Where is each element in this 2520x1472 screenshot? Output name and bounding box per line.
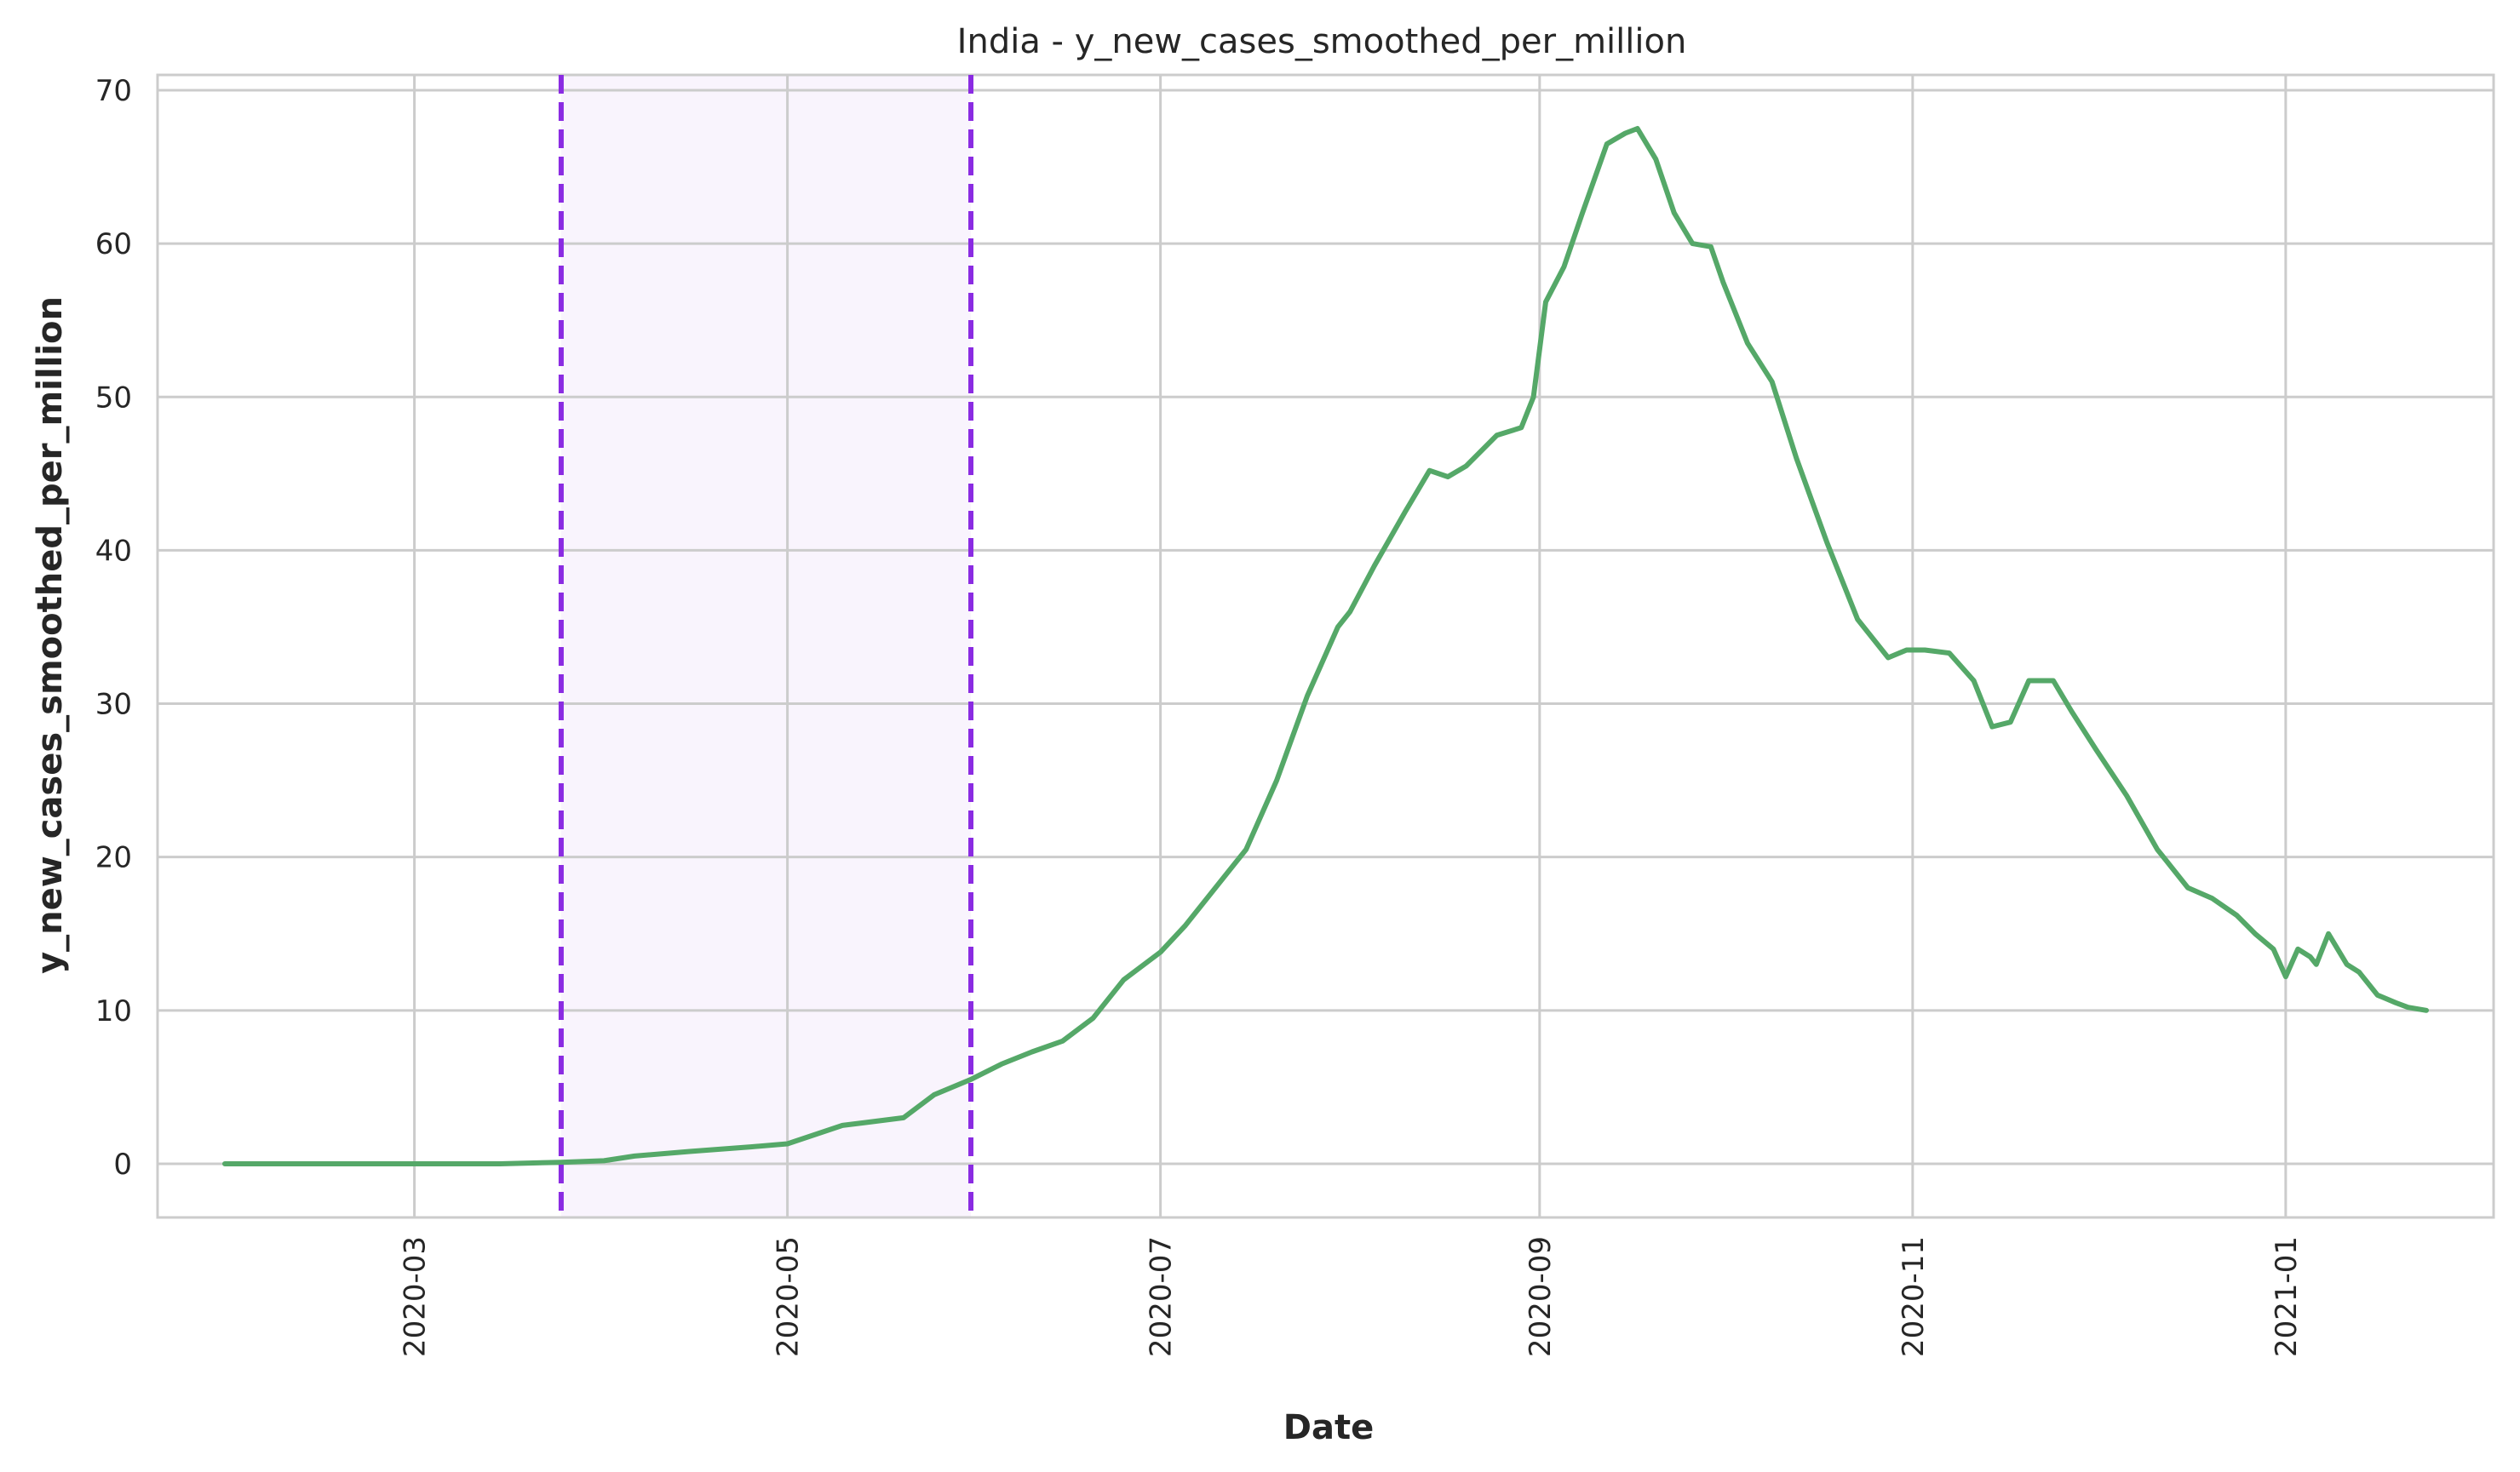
y-tick-label: 60 <box>95 227 132 261</box>
y-tick-label: 20 <box>95 841 132 875</box>
x-tick-label: 2020-11 <box>1897 1236 1931 1357</box>
series-line <box>222 126 2429 1166</box>
x-tick-label: 2020-03 <box>399 1236 433 1357</box>
chart-title: India - y_new_cases_smoothed_per_million <box>957 22 1687 61</box>
y-tick-label: 30 <box>95 688 132 722</box>
y-tick-label: 0 <box>113 1148 132 1182</box>
x-axis-title: Date <box>1283 1408 1374 1447</box>
y-tick-label: 70 <box>95 74 132 108</box>
x-tick-label: 2020-07 <box>1145 1236 1179 1357</box>
x-tick-label: 2021-01 <box>2270 1236 2304 1357</box>
y-tick-label: 10 <box>95 994 132 1028</box>
y-axis-title: y_new_cases_smoothed_per_million <box>31 296 70 974</box>
plot-frame <box>156 73 2495 1219</box>
x-tick-label: 2020-09 <box>1524 1236 1558 1357</box>
shaded-region <box>560 75 972 1217</box>
plot-area: 0 10 20 30 40 50 60 70 2020-03 2020-05 2020-07 2020… <box>95 73 2495 1357</box>
y-tick-label: 40 <box>95 534 132 568</box>
x-tick-label: 2020-05 <box>772 1236 806 1357</box>
y-tick-label: 50 <box>95 381 132 415</box>
